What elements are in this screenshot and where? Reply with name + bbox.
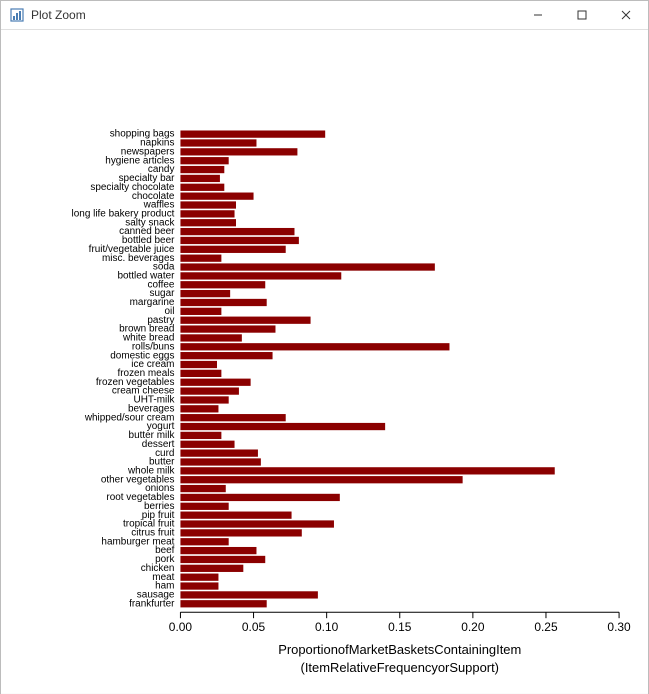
close-button[interactable] xyxy=(604,1,648,29)
bar xyxy=(180,166,224,173)
bar xyxy=(180,379,250,386)
bar xyxy=(180,193,253,200)
bar xyxy=(180,441,234,448)
bar xyxy=(180,184,224,191)
bar xyxy=(180,317,310,324)
bar xyxy=(180,405,218,412)
bar xyxy=(180,210,234,217)
x-tick-label: 0.00 xyxy=(169,620,193,634)
bar xyxy=(180,352,272,359)
bar xyxy=(180,503,228,510)
bar xyxy=(180,600,266,607)
bar xyxy=(180,423,385,430)
plot-window: Plot Zoom shopping bagsnapkinsnewspapers… xyxy=(0,0,649,694)
bar xyxy=(180,512,291,519)
x-axis-title-line1: ProportionofMarketBasketsContainingItem xyxy=(278,642,521,657)
bar xyxy=(180,139,256,146)
bar xyxy=(180,325,275,332)
bar xyxy=(180,361,217,368)
bar xyxy=(180,520,334,527)
bar xyxy=(180,556,265,563)
x-tick-label: 0.25 xyxy=(534,620,558,634)
x-tick-label: 0.15 xyxy=(388,620,412,634)
bar xyxy=(180,485,225,492)
bar xyxy=(180,263,434,270)
x-tick-label: 0.30 xyxy=(607,620,631,634)
x-tick-label: 0.20 xyxy=(461,620,485,634)
bar xyxy=(180,334,241,341)
bar xyxy=(180,565,243,572)
bar-chart: shopping bagsnapkinsnewspapershygiene ar… xyxy=(1,30,648,694)
maximize-button[interactable] xyxy=(560,1,604,29)
bar xyxy=(180,387,238,394)
x-axis-title-line2: (ItemRelativeFrequencyorSupport) xyxy=(301,660,499,675)
y-axis-label: frankfurter xyxy=(129,598,175,609)
bar xyxy=(180,201,236,208)
bar xyxy=(180,529,301,536)
bar xyxy=(180,591,317,598)
bar xyxy=(180,237,298,244)
plot-area: shopping bagsnapkinsnewspapershygiene ar… xyxy=(1,30,648,693)
bar xyxy=(180,414,285,421)
bar xyxy=(180,494,339,501)
bar xyxy=(180,290,230,297)
titlebar[interactable]: Plot Zoom xyxy=(1,1,648,30)
bar xyxy=(180,272,341,279)
bar xyxy=(180,343,449,350)
bar xyxy=(180,458,260,465)
bar xyxy=(180,130,325,137)
bar xyxy=(180,582,218,589)
bar xyxy=(180,547,256,554)
bar xyxy=(180,299,266,306)
bar xyxy=(180,308,221,315)
minimize-button[interactable] xyxy=(516,1,560,29)
bar xyxy=(180,148,297,155)
bar xyxy=(180,476,462,483)
bar xyxy=(180,449,257,456)
bar xyxy=(180,228,294,235)
bar xyxy=(180,175,219,182)
bar xyxy=(180,246,285,253)
window-title: Plot Zoom xyxy=(31,8,86,22)
bar xyxy=(180,467,554,474)
bar xyxy=(180,574,218,581)
bar xyxy=(180,432,221,439)
x-tick-label: 0.05 xyxy=(242,620,266,634)
app-icon xyxy=(9,7,25,23)
bar xyxy=(180,538,228,545)
bar xyxy=(180,281,265,288)
bar xyxy=(180,370,221,377)
bar xyxy=(180,396,228,403)
x-tick-label: 0.10 xyxy=(315,620,339,634)
bar xyxy=(180,157,228,164)
bar xyxy=(180,255,221,262)
bar xyxy=(180,219,236,226)
